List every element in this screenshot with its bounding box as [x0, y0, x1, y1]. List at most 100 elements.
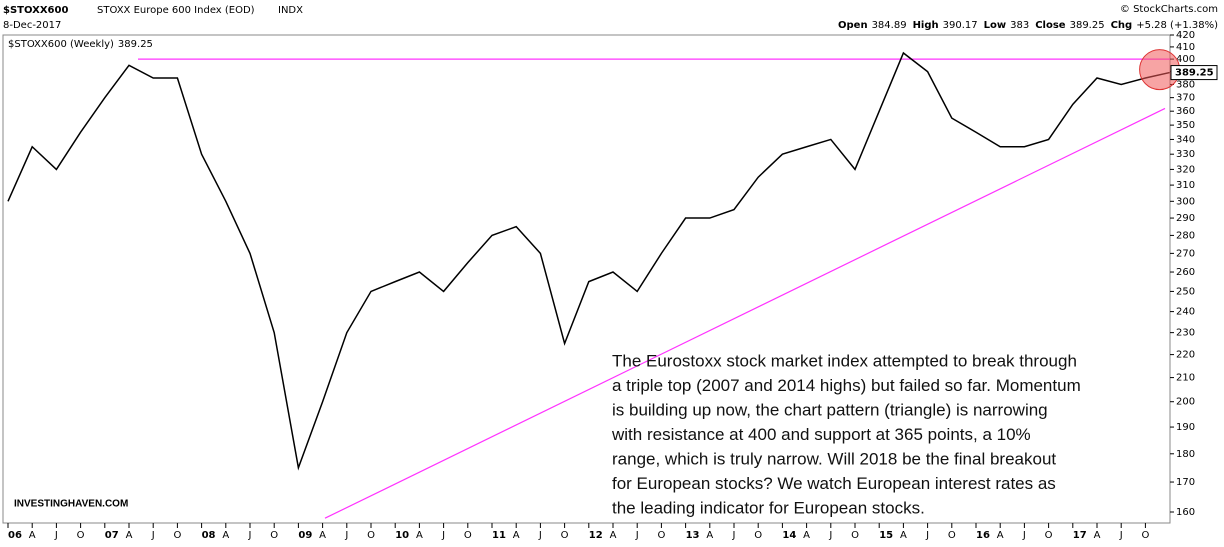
x-tick-label: 07	[105, 530, 119, 541]
watermark: INVESTINGHAVEN.COM	[14, 499, 128, 510]
x-tick-label: A	[900, 530, 907, 541]
annotation-line: a triple top (2007 and 2014 highs) but f…	[612, 376, 1081, 395]
y-tick-label: 320	[1176, 164, 1195, 175]
price-box-label: 389.25	[1175, 68, 1214, 79]
x-tick-label: O	[948, 530, 956, 541]
x-tick-label: 06	[8, 530, 22, 541]
annotation-line: with resistance at 400 and support at 36…	[611, 425, 1031, 444]
y-tick-label: 200	[1176, 397, 1195, 408]
annotation-line: is building up now, the chart pattern (t…	[612, 400, 1048, 419]
quote-label: Close	[1035, 20, 1066, 31]
legend: $STOXX600 (Weekly) 389.25	[8, 39, 153, 50]
x-tick-label: J	[1022, 530, 1026, 541]
y-tick-label: 340	[1176, 134, 1195, 145]
x-tick-label: 15	[879, 530, 893, 541]
y-tick-label: 170	[1176, 477, 1195, 488]
x-tick-label: O	[1141, 530, 1149, 541]
y-tick-label: 240	[1176, 307, 1195, 318]
x-tick-label: J	[828, 530, 832, 541]
price-box	[1170, 65, 1218, 81]
x-tick-label: J	[344, 530, 348, 541]
x-tick-label: O	[464, 530, 472, 541]
y-tick-label: 190	[1176, 422, 1195, 433]
x-tick-label: 11	[492, 530, 506, 541]
exchange: INDX	[278, 5, 303, 16]
quote-label: Low	[984, 20, 1006, 31]
x-tick-label: A	[29, 530, 36, 541]
legend-name: $STOXX600 (Weekly)	[8, 39, 114, 50]
y-tick-label: 300	[1176, 196, 1195, 207]
x-tick-label: J	[441, 530, 445, 541]
y-tick-label: 180	[1176, 449, 1195, 460]
quote-label: Open	[838, 20, 868, 31]
quote: Open 384.89 High 390.17 Low 383 Close 389.25 Chg…	[838, 20, 1218, 31]
x-tick-label: 08	[202, 530, 216, 541]
date: 8-Dec-2017	[3, 20, 61, 31]
symbol: $STOXX600	[3, 5, 68, 16]
legend-value: 389.25	[118, 39, 153, 50]
x-tick-label: 13	[686, 530, 700, 541]
title: STOXX Europe 600 Index (EOD)	[97, 5, 255, 16]
x-tick-label: 12	[589, 530, 603, 541]
x-tick-label: J	[151, 530, 155, 541]
y-tick-label: 270	[1176, 248, 1195, 259]
x-tick-label: O	[851, 530, 859, 541]
y-tick-label: 360	[1176, 106, 1195, 117]
annotation-line: range, which is truly narrow. Will 2018 …	[612, 449, 1056, 468]
annotation-line: the leading indicator for European stock…	[612, 498, 925, 517]
y-tick-label: 410	[1176, 42, 1195, 53]
price-line	[7, 51, 1170, 471]
y-tick-label: 290	[1176, 213, 1195, 224]
x-tick-label: O	[270, 530, 278, 541]
x-tick-label: A	[706, 530, 713, 541]
y-tick-label: 160	[1176, 507, 1195, 518]
x-tick-label: O	[173, 530, 181, 541]
y-tick-label: 370	[1176, 93, 1195, 104]
change-label: Chg	[1111, 20, 1133, 31]
x-tick-label: O	[1045, 530, 1053, 541]
x-tick-label: O	[657, 530, 665, 541]
x-tick-label: A	[1094, 530, 1101, 541]
quote-value: 384.89	[872, 20, 907, 31]
quote-label: High	[913, 20, 939, 31]
x-tick-label: A	[126, 530, 133, 541]
x-tick-label: O	[561, 530, 569, 541]
x-tick-label: J	[538, 530, 542, 541]
x-tick-label: A	[416, 530, 423, 541]
x-tick-label: J	[54, 530, 58, 541]
annotation-line: The Eurostoxx stock market index attempt…	[612, 351, 1077, 370]
x-tick-label: 10	[395, 530, 409, 541]
y-tick-label: 310	[1176, 180, 1195, 191]
y-tick-label: 260	[1176, 267, 1195, 278]
x-tick-label: A	[222, 530, 229, 541]
x-tick-label: 14	[782, 530, 796, 541]
x-tick-label: J	[732, 530, 736, 541]
y-tick-label: 420	[1176, 30, 1195, 41]
y-tick-label: 330	[1176, 149, 1195, 160]
annotation-line: for European stocks? We watch European i…	[612, 474, 1056, 493]
x-tick-label: O	[367, 530, 375, 541]
quote-value: 390.17	[943, 20, 978, 31]
y-tick-label: 250	[1176, 286, 1195, 297]
plot-frame	[2, 34, 1171, 524]
x-tick-label: 09	[298, 530, 312, 541]
y-tick-label: 380	[1176, 79, 1195, 90]
y-tick-label: 350	[1176, 120, 1195, 131]
y-tick-label: 210	[1176, 373, 1195, 384]
y-tick-label: 400	[1176, 54, 1195, 65]
x-tick-label: J	[248, 530, 252, 541]
support-line	[324, 107, 1166, 519]
change-value: +5.28 (+1.38%)	[1136, 20, 1218, 31]
x-tick-label: O	[754, 530, 762, 541]
x-tick-label: A	[997, 530, 1004, 541]
x-tick-label: J	[1119, 530, 1123, 541]
x-tick-label: J	[925, 530, 929, 541]
quote-value: 383	[1010, 20, 1029, 31]
x-tick-label: 16	[976, 530, 990, 541]
x-tick-label: 17	[1073, 530, 1087, 541]
x-tick-label: A	[319, 530, 326, 541]
y-tick-label: 220	[1176, 350, 1195, 361]
x-tick-label: J	[635, 530, 639, 541]
y-tick-label: 230	[1176, 328, 1195, 339]
